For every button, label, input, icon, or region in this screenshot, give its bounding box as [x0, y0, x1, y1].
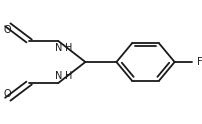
Text: O: O	[4, 89, 12, 99]
Text: H: H	[65, 43, 73, 53]
Text: F: F	[197, 57, 202, 67]
Text: O: O	[4, 25, 12, 35]
Text: N: N	[56, 71, 63, 81]
Text: N: N	[56, 43, 63, 53]
Text: H: H	[65, 71, 73, 81]
